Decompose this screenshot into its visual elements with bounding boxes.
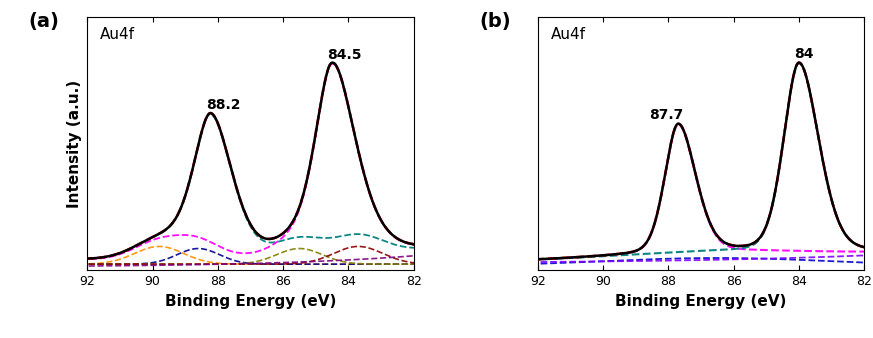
X-axis label: Binding Energy (eV): Binding Energy (eV) bbox=[165, 294, 336, 309]
Text: 87.7: 87.7 bbox=[649, 108, 683, 122]
Text: 88.2: 88.2 bbox=[206, 98, 241, 112]
Text: (a): (a) bbox=[29, 12, 59, 31]
Text: 84.5: 84.5 bbox=[327, 48, 361, 62]
Text: (b): (b) bbox=[479, 12, 511, 31]
Y-axis label: Intensity (a.u.): Intensity (a.u.) bbox=[66, 79, 82, 208]
Text: Au4f: Au4f bbox=[100, 27, 135, 42]
Text: Au4f: Au4f bbox=[551, 27, 586, 42]
X-axis label: Binding Energy (eV): Binding Energy (eV) bbox=[615, 294, 787, 309]
Text: 84: 84 bbox=[794, 47, 814, 61]
